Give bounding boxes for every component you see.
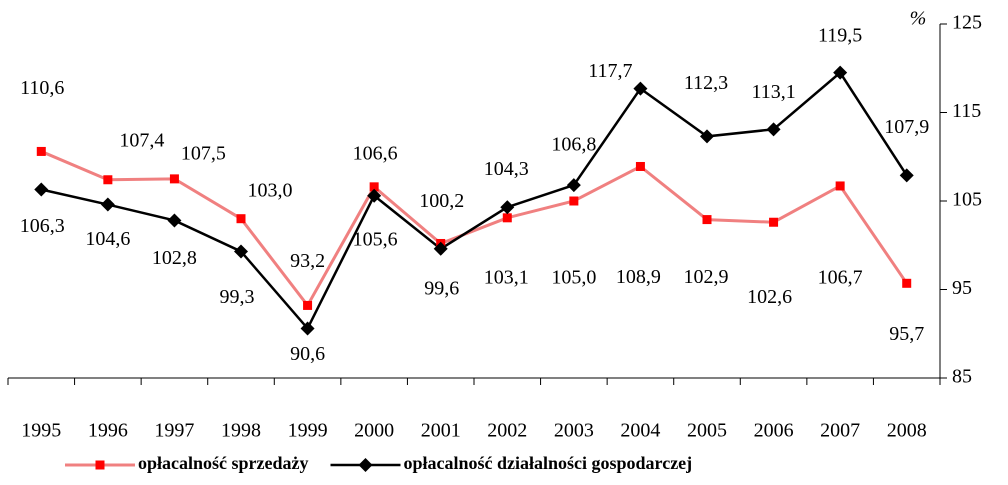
y-tick-label: 95 (952, 277, 972, 299)
marker (899, 168, 914, 183)
data-label: 102,6 (747, 286, 792, 308)
x-tick-label: 1998 (221, 420, 261, 442)
marker (303, 300, 313, 310)
marker (103, 175, 113, 185)
data-label: 106,8 (551, 134, 596, 156)
data-label: 99,6 (424, 277, 459, 299)
marker (433, 241, 448, 256)
data-label: 103,1 (484, 266, 529, 288)
data-label: 108,9 (616, 266, 661, 288)
x-tick-label: 2002 (487, 420, 527, 442)
marker (369, 182, 379, 192)
marker (236, 214, 246, 224)
marker (502, 213, 512, 223)
data-label: 106,7 (818, 267, 863, 289)
marker (902, 278, 912, 288)
y-tick-label: 125 (952, 12, 982, 34)
x-tick-label: 2003 (554, 420, 594, 442)
x-tick-label: 1997 (154, 420, 194, 442)
data-label: 99,3 (220, 286, 255, 308)
x-tick-label: 2007 (820, 420, 860, 442)
y-axis-label: % (910, 8, 927, 30)
marker (833, 65, 848, 80)
marker (835, 181, 845, 191)
x-tick-label: 1996 (88, 420, 128, 442)
marker (34, 182, 49, 197)
data-label: 117,7 (588, 60, 632, 82)
legend-marker (95, 460, 105, 470)
data-label: 102,8 (152, 247, 197, 269)
data-label: 107,5 (181, 142, 226, 164)
x-tick-label: 2001 (421, 420, 461, 442)
marker (769, 217, 779, 227)
data-label: 106,6 (353, 142, 398, 164)
legend-label: opłacalność sprzedaży (138, 453, 309, 473)
x-tick-label: 2000 (354, 420, 394, 442)
data-label: 95,7 (889, 323, 924, 345)
marker (635, 161, 645, 171)
marker (500, 200, 515, 215)
data-label: 106,3 (20, 215, 65, 237)
data-label: 112,3 (684, 72, 728, 94)
data-label: 107,9 (884, 116, 929, 138)
marker (234, 244, 248, 259)
marker (300, 321, 315, 336)
data-label: 104,6 (85, 228, 130, 250)
x-tick-label: 2008 (887, 420, 927, 442)
data-label: 105,6 (353, 228, 398, 250)
data-label: 93,2 (290, 250, 325, 272)
data-label: 113,1 (751, 81, 795, 103)
marker (100, 197, 115, 212)
data-label: 103,0 (248, 179, 293, 201)
marker (569, 196, 579, 206)
data-label: 104,3 (484, 158, 529, 180)
x-tick-label: 2004 (620, 420, 660, 442)
series-line (41, 70, 908, 331)
marker (169, 174, 179, 184)
x-tick-label: 2006 (754, 420, 794, 442)
marker (566, 178, 581, 193)
x-tick-label: 1995 (21, 420, 61, 442)
marker (167, 213, 182, 228)
y-tick-label: 115 (952, 100, 981, 122)
legend-label: opłacalność działalności gospodarczej (404, 453, 693, 473)
data-label: 107,4 (119, 129, 164, 151)
marker (700, 129, 714, 144)
data-label: 110,6 (20, 77, 64, 99)
data-label: 100,2 (419, 190, 464, 212)
y-tick-label: 85 (952, 366, 972, 388)
marker (36, 146, 46, 156)
marker (633, 81, 648, 96)
x-tick-label: 1999 (288, 420, 328, 442)
series-line (40, 150, 908, 309)
data-label: 90,6 (290, 343, 325, 365)
data-label: 119,5 (818, 24, 862, 46)
data-label: 102,9 (684, 266, 729, 288)
marker (702, 215, 712, 225)
y-tick-label: 105 (952, 189, 982, 211)
marker (766, 122, 781, 137)
data-label: 105,0 (551, 267, 596, 289)
legend-marker (358, 458, 373, 472)
x-tick-label: 2005 (687, 420, 727, 442)
marker (367, 188, 382, 203)
